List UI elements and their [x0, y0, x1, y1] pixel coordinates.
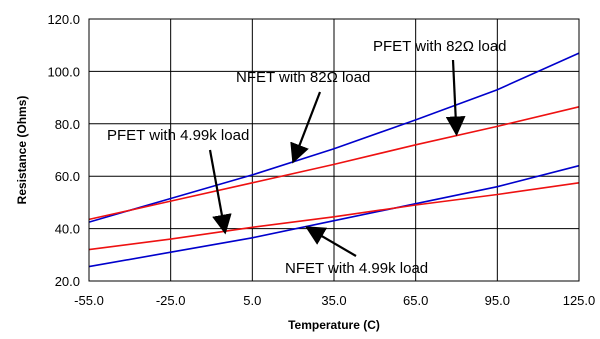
x-tick-label: 95.0	[485, 293, 510, 308]
y-tick-label: 100.0	[47, 64, 80, 79]
series-line-2	[88, 164, 580, 268]
annotation-arrow	[290, 91, 322, 164]
y-tick-labels: 20.0 40.0 60.0 80.0 100.0 120.0	[47, 12, 80, 289]
y-tick-label: 120.0	[47, 12, 80, 27]
x-tick-labels: -55.0 -25.0 5.0 35.0 65.0 95.0 125.0	[74, 293, 595, 308]
x-tick-label: 65.0	[403, 293, 428, 308]
annotation-arrow	[208, 149, 232, 235]
grid	[88, 18, 580, 282]
annotation-label: PFET with 82Ω load	[373, 38, 507, 55]
annotation-label: NFET with 4.99k load	[285, 260, 428, 277]
y-tick-label: 40.0	[55, 222, 80, 237]
y-axis-title: Resistance (Ohms)	[15, 96, 29, 205]
y-tick-label: 20.0	[55, 274, 80, 289]
x-tick-label: 125.0	[563, 293, 596, 308]
x-tick-label: 5.0	[243, 293, 261, 308]
x-tick-label: -25.0	[156, 293, 186, 308]
plot-frame	[88, 18, 580, 282]
x-tick-label: 35.0	[321, 293, 346, 308]
series-line-1	[88, 106, 580, 221]
y-tick-label: 80.0	[55, 117, 80, 132]
annotation-label: NFET with 82Ω load	[236, 69, 370, 86]
series-line-0	[88, 52, 580, 223]
annotation-label: PFET with 4.99k load	[107, 127, 249, 144]
series-line-3	[88, 182, 580, 251]
x-tick-label: -55.0	[74, 293, 104, 308]
annotation-arrow	[305, 226, 357, 257]
x-axis-title: Temperature (C)	[288, 318, 380, 332]
series-group	[88, 52, 580, 268]
annotation-arrow	[445, 59, 466, 137]
y-tick-label: 60.0	[55, 169, 80, 184]
